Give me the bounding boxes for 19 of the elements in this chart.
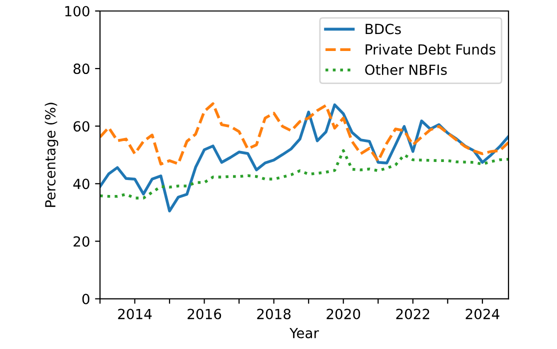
x-tick-label: 2018 — [257, 308, 291, 320]
x-tick-label: 2024 — [466, 308, 500, 320]
y-tick-label: 0 — [82, 294, 90, 304]
line-series — [100, 102, 508, 166]
x-axis-title: Year — [290, 328, 319, 338]
legend-label: Private Debt Funds — [366, 44, 496, 55]
y-axis-title: Percentage (%) — [44, 102, 58, 207]
legend-label: BDCs — [366, 24, 401, 34]
line-series — [100, 149, 508, 200]
y-tick-label: 80 — [74, 64, 90, 74]
x-tick-label: 2016 — [188, 308, 222, 320]
legend-label: Other NBFIs — [365, 64, 447, 76]
x-tick-label: 2022 — [396, 308, 430, 320]
x-tick-label: 2020 — [326, 308, 360, 320]
y-tick-label: 100 — [65, 6, 90, 16]
y-tick-label: 40 — [73, 178, 90, 190]
y-tick-label: 20 — [74, 236, 90, 247]
x-tick-label: 2014 — [118, 308, 152, 320]
y-tick-label: 60 — [74, 121, 90, 132]
